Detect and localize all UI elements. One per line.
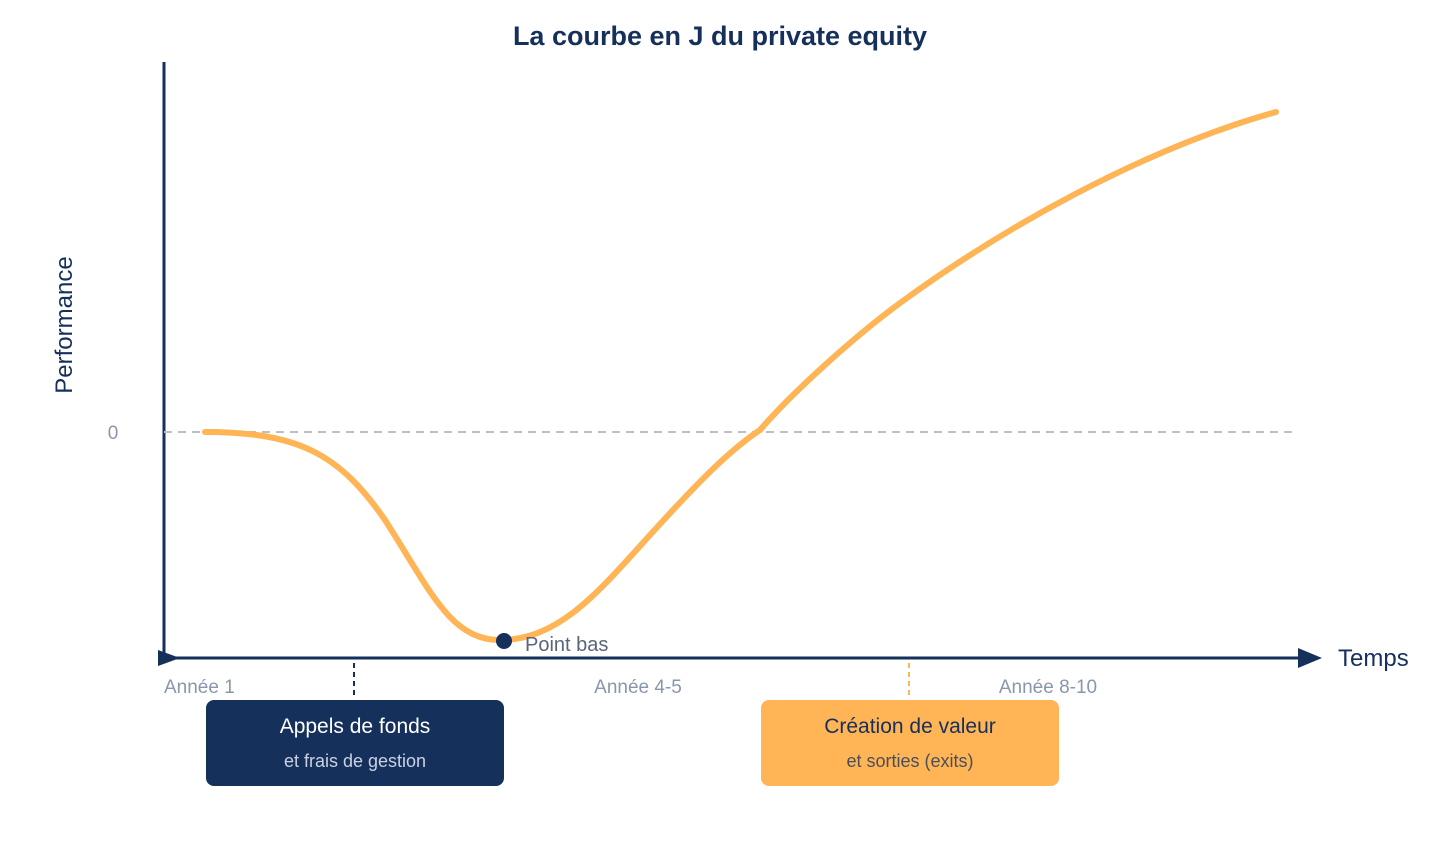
diagram-title: La courbe en J du private equity [513,21,927,51]
phase-1-title: Appels de fonds [279,715,431,738]
phase-box-capital-calls: Appels de fonds et frais de gestion [206,700,504,786]
x-axis-label: Temps [1338,645,1409,672]
phase-1-subtitle: et frais de gestion [283,751,427,771]
j-curve-line [202,109,1279,644]
phase-box-value-creation: Création de valeur et sorties (exits) [761,700,1059,786]
origin-marker-icon [158,650,180,666]
x-tick-year-4-5: Année 4-5 [594,677,682,698]
phase-2-subtitle: et sorties (exits) [846,751,974,771]
x-tick-year-8-10: Année 8-10 [999,677,1097,698]
phase-2-title: Création de valeur [824,715,996,738]
y-axis-label: Performance [51,256,78,393]
x-axis-arrow-icon [1298,648,1322,668]
low-point-label: Point bas [525,634,608,656]
low-point-marker [496,633,512,649]
x-tick-year-1: Année 1 [164,677,235,698]
zero-label: 0 [108,423,119,444]
